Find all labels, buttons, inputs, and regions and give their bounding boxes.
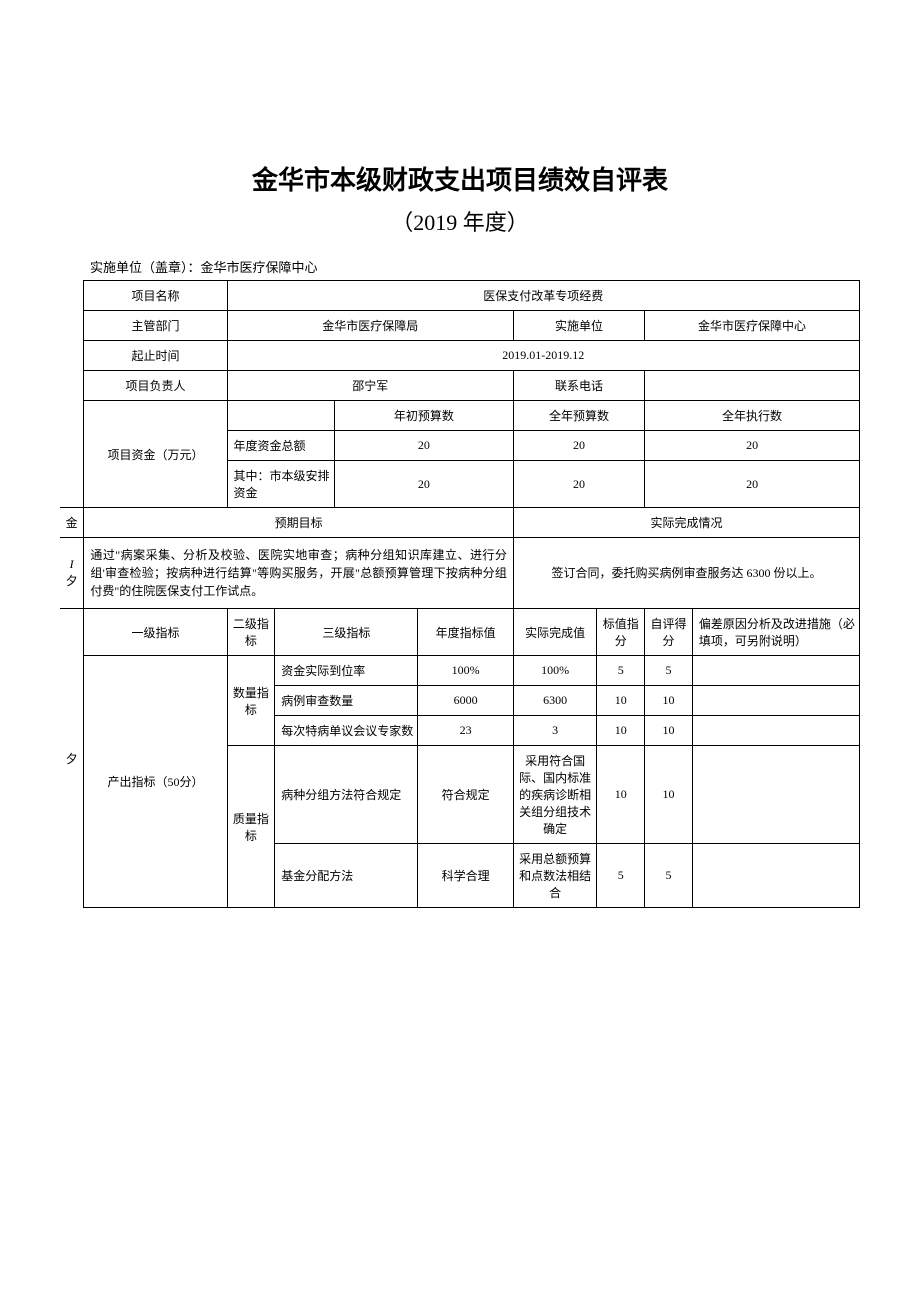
value-supervisor: 金华市医疗保障局 xyxy=(227,311,513,341)
actual-q2: 3 xyxy=(513,716,597,746)
value-project-name: 医保支付改革专项经费 xyxy=(227,281,859,311)
std-ql0: 10 xyxy=(597,746,645,844)
actual-ql1: 采用总额预算和点数法相结合 xyxy=(513,844,597,908)
label-year-full: 全年预算数 xyxy=(513,401,644,431)
self-ql0: 10 xyxy=(645,746,693,844)
header-annual-target: 年度指标值 xyxy=(418,609,513,656)
value-fund-city-exec: 20 xyxy=(645,461,860,508)
side-c: 夕 xyxy=(60,609,84,908)
value-actual-completion: 签订合同，委托购买病例审查服务达 6300 份以上。 xyxy=(513,538,859,609)
value-expected-goal: 通过"病案采集、分析及校验、医院实地审查；病种分组知识库建立、进行分组'审查检验… xyxy=(84,538,514,609)
dev-q2 xyxy=(692,716,859,746)
dev-ql0 xyxy=(692,746,859,844)
dev-ql1 xyxy=(692,844,859,908)
org-line: 实施单位（盖章）：金华市医疗保障中心 xyxy=(90,257,860,276)
target-ql0: 符合规定 xyxy=(418,746,513,844)
header-actual-value: 实际完成值 xyxy=(513,609,597,656)
lvl2-quantity: 数量指标 xyxy=(227,656,275,746)
value-fund-city-init: 20 xyxy=(334,461,513,508)
page-subtitle: （2019 年度） xyxy=(60,205,860,237)
header-self-score: 自评得分 xyxy=(645,609,693,656)
std-q2: 10 xyxy=(597,716,645,746)
target-q0: 100% xyxy=(418,656,513,686)
header-lvl1: 一级指标 xyxy=(84,609,227,656)
table-row: 项目名称 医保支付改革专项经费 xyxy=(60,281,860,311)
lvl1-output: 产出指标（50分） xyxy=(84,656,227,908)
label-expected-goal: 预期目标 xyxy=(84,508,514,538)
label-fund-total: 年度资金总额 xyxy=(227,431,334,461)
target-q2: 23 xyxy=(418,716,513,746)
label-year-init: 年初预算数 xyxy=(334,401,513,431)
lvl3-q1: 病例审查数量 xyxy=(275,686,418,716)
page-title: 金华市本级财政支出项目绩效自评表 xyxy=(60,160,860,197)
dev-q1 xyxy=(692,686,859,716)
self-q0: 5 xyxy=(645,656,693,686)
actual-q0: 100% xyxy=(513,656,597,686)
label-fund-city: 其中：市本级安排资金 xyxy=(227,461,334,508)
lvl3-q2: 每次特病单议会议专家数 xyxy=(275,716,418,746)
label-project-name: 项目名称 xyxy=(84,281,227,311)
value-period: 2019.01-2019.12 xyxy=(227,341,859,371)
label-year-exec: 全年执行数 xyxy=(645,401,860,431)
label-impl-unit: 实施单位 xyxy=(513,311,644,341)
header-deviation: 偏差原因分析及改进措施（必填项，可另附说明） xyxy=(692,609,859,656)
table-row: 夕 一级指标 二级指标 三级指标 年度指标值 实际完成值 标值指分 自评得分 偏… xyxy=(60,609,860,656)
actual-q1: 6300 xyxy=(513,686,597,716)
value-phone xyxy=(645,371,860,401)
std-q1: 10 xyxy=(597,686,645,716)
table-row: 项目负责人 邵宁军 联系电话 xyxy=(60,371,860,401)
std-q0: 5 xyxy=(597,656,645,686)
target-q1: 6000 xyxy=(418,686,513,716)
std-ql1: 5 xyxy=(597,844,645,908)
value-fund-total-exec: 20 xyxy=(645,431,860,461)
label-period: 起止时间 xyxy=(84,341,227,371)
self-ql1: 5 xyxy=(645,844,693,908)
self-q2: 10 xyxy=(645,716,693,746)
value-impl-unit: 金华市医疗保障中心 xyxy=(645,311,860,341)
header-lvl2: 二级指标 xyxy=(227,609,275,656)
lvl2-quality: 质量指标 xyxy=(227,746,275,908)
actual-ql0: 采用符合国际、国内标准的疾病诊断相关组分组技术确定 xyxy=(513,746,597,844)
lvl3-q0: 资金实际到位率 xyxy=(275,656,418,686)
side-b2: 夕 xyxy=(64,572,79,589)
value-leader: 邵宁军 xyxy=(227,371,513,401)
side-b1: I xyxy=(64,557,79,572)
table-row: 项目资金（万元） 年初预算数 全年预算数 全年执行数 xyxy=(60,401,860,431)
lvl3-ql0: 病种分组方法符合规定 xyxy=(275,746,418,844)
value-fund-total-full: 20 xyxy=(513,431,644,461)
dev-q0 xyxy=(692,656,859,686)
label-leader: 项目负责人 xyxy=(84,371,227,401)
self-q1: 10 xyxy=(645,686,693,716)
label-funds: 项目资金（万元） xyxy=(84,401,227,508)
lvl3-ql1: 基金分配方法 xyxy=(275,844,418,908)
table-row: 产出指标（50分） 数量指标 资金实际到位率 100% 100% 5 5 xyxy=(60,656,860,686)
side-a: 金 xyxy=(60,508,84,538)
label-phone: 联系电话 xyxy=(513,371,644,401)
value-fund-city-full: 20 xyxy=(513,461,644,508)
table-row: I 夕 通过"病案采集、分析及校验、医院实地审查；病种分组知识库建立、进行分组'… xyxy=(60,538,860,609)
target-ql1: 科学合理 xyxy=(418,844,513,908)
header-lvl3: 三级指标 xyxy=(275,609,418,656)
table-row: 起止时间 2019.01-2019.12 xyxy=(60,341,860,371)
label-actual-completion: 实际完成情况 xyxy=(513,508,859,538)
value-fund-total-init: 20 xyxy=(334,431,513,461)
table-row: 主管部门 金华市医疗保障局 实施单位 金华市医疗保障中心 xyxy=(60,311,860,341)
table-row: 金 预期目标 实际完成情况 xyxy=(60,508,860,538)
header-std-score: 标值指分 xyxy=(597,609,645,656)
label-supervisor: 主管部门 xyxy=(84,311,227,341)
evaluation-table: 项目名称 医保支付改革专项经费 主管部门 金华市医疗保障局 实施单位 金华市医疗… xyxy=(60,280,860,908)
